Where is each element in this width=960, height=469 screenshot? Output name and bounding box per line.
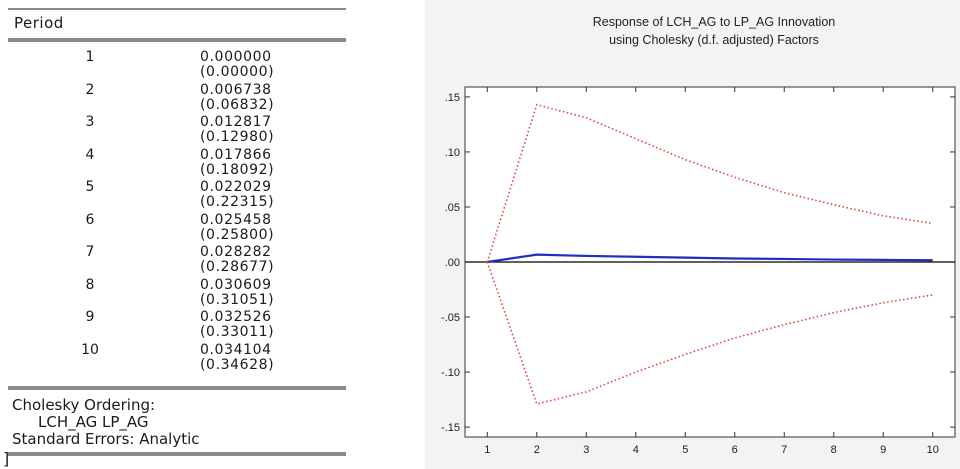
standard-error-cell: (0.22315) [200, 194, 275, 210]
period-cell: 3 [85, 114, 95, 130]
x-tick-label: 1 [484, 444, 490, 456]
y-tick-label: .15 [445, 92, 460, 104]
response-value-cell: 0.017866 [200, 146, 272, 163]
stray-bracket-mark: ] [3, 449, 10, 468]
response-value-cell: 0.034104 [200, 341, 272, 358]
y-tick-label: -.10 [441, 367, 460, 379]
cholesky-ordering-vars: LCH_AG LP_AG [38, 413, 149, 431]
cholesky-ordering-label: Cholesky Ordering: [12, 396, 156, 414]
y-tick-label: -.15 [441, 422, 460, 434]
upper-confidence-band [486, 103, 933, 263]
x-tick-label: 9 [880, 444, 886, 456]
x-tick-label: 3 [583, 444, 589, 456]
table-bottom-rule [8, 452, 346, 456]
period-cell: 1 [85, 49, 95, 65]
y-tick-label: .10 [445, 147, 460, 159]
standard-error-cell: (0.06832) [200, 96, 275, 113]
standard-error-cell: (0.18092) [200, 161, 275, 178]
standard-error-cell: (0.00000) [200, 64, 275, 80]
response-line [487, 253, 933, 264]
standard-error-cell: (0.34628) [200, 356, 275, 373]
y-tick-label: .00 [445, 257, 460, 269]
standard-errors-label: Standard Errors: Analytic [12, 430, 200, 448]
x-tick-label: 2 [534, 444, 540, 456]
response-value-cell: 0.012817 [200, 114, 272, 130]
period-cell: 10 [81, 341, 99, 358]
x-tick-label: 10 [927, 444, 939, 456]
response-value-cell: 0.022029 [200, 179, 272, 195]
response-value-cell: 0.006738 [200, 81, 272, 98]
y-tick-label: -.05 [441, 312, 460, 324]
chart-title-line-2: using Cholesky (d.f. adjusted) Factors [609, 33, 819, 47]
period-cell: 9 [85, 309, 95, 325]
period-cell: 7 [85, 244, 95, 260]
standard-error-cell: (0.31051) [200, 291, 275, 308]
response-value-cell: 0.030609 [200, 276, 272, 293]
y-tick-label: .05 [445, 202, 460, 214]
x-tick-label: 7 [781, 444, 787, 456]
standard-error-cell: (0.28677) [200, 259, 275, 275]
irf-table: Period 1 0.000000 (0.00000) 2 0.006738 (0.068… [0, 0, 346, 469]
response-value-cell: 0.032526 [200, 309, 272, 325]
x-tick-label: 4 [633, 444, 639, 456]
period-cell: 6 [85, 211, 95, 228]
period-cell: 2 [85, 81, 95, 98]
period-header: Period [14, 14, 64, 32]
standard-error-cell: (0.25800) [200, 226, 275, 243]
period-cell: 8 [85, 276, 95, 293]
header-rule [8, 38, 346, 42]
standard-error-cell: (0.33011) [200, 324, 275, 340]
response-value-cell: 0.025458 [200, 211, 272, 228]
lower-confidence-band [486, 261, 933, 405]
x-tick-label: 6 [732, 444, 738, 456]
chart-svg: Response of LCH_AG to LP_AG Innovation u… [441, 15, 956, 456]
chart-marks: .15 .10 .05 .00 -.05 -.10 -.15 1 2 3 4 5 6 7 8 9 10 [441, 87, 955, 456]
period-cell: 5 [85, 179, 95, 195]
chart-title-line-1: Response of LCH_AG to LP_AG Innovation [593, 15, 836, 29]
period-cell: 4 [85, 146, 95, 163]
table-top-rule [8, 8, 346, 10]
response-value-cell: 0.000000 [200, 49, 272, 65]
x-tick-label: 8 [831, 444, 837, 456]
response-value-cell: 0.028282 [200, 244, 272, 260]
impulse-response-chart: Response of LCH_AG to LP_AG Innovation u… [425, 0, 960, 469]
x-tick-label: 5 [682, 444, 688, 456]
footer-rule [8, 386, 346, 390]
standard-error-cell: (0.12980) [200, 129, 275, 145]
